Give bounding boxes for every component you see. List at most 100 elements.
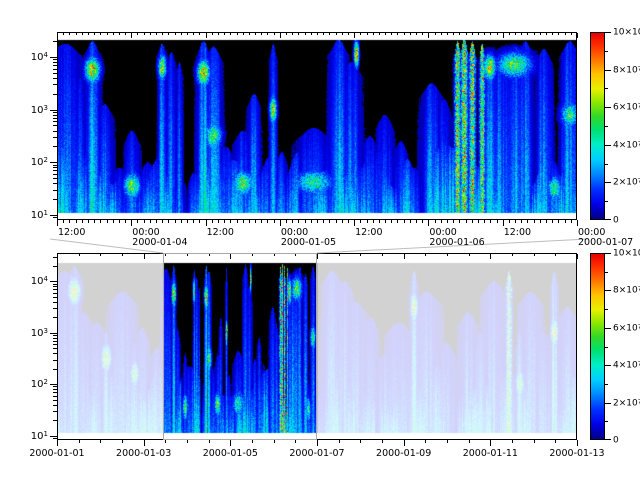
x-minor-tick-inner [267,33,268,35]
colorbar-major-tick [605,145,611,146]
x-major-tick-inner [131,33,132,38]
x-minor-tick-inner [100,254,101,256]
x-minor-tick-inner [509,33,510,35]
x-minor-tick [255,220,256,223]
x-minor-tick-inner [243,33,244,35]
colorbar-tick-label: 0 [613,215,619,226]
x-minor-tick [336,220,337,223]
x-major-tick-inner [577,254,578,259]
x-minor-tick [63,220,64,223]
x-minor-tick [94,220,95,223]
x-minor-tick [490,220,491,223]
x-minor-tick-inner [555,254,556,256]
bottom-x-tick-label: 2000-01-03 [116,448,172,459]
colorbar-minor-tick [605,421,608,422]
bottom-panel-frame [57,253,577,440]
x-minor-tick-inner [150,33,151,35]
x-minor-tick-inner [558,33,559,35]
x-minor-tick [466,220,467,223]
x-minor-tick [459,220,460,223]
x-minor-tick [187,440,188,443]
colorbar-minor-tick [605,384,608,385]
x-minor-tick-inner [274,33,275,35]
x-minor-tick [88,220,89,223]
y-tick-exponent: 2 [43,378,48,386]
colorbar-minor-tick [605,164,608,165]
x-minor-tick-inner [317,33,318,35]
y-minor-tick [53,199,57,200]
colorbar-major-tick [605,219,611,220]
y-minor-tick [53,112,57,113]
x-major-tick [317,440,318,446]
x-minor-tick-inner [88,33,89,35]
x-minor-tick [317,220,318,223]
x-minor-tick-inner [292,33,293,35]
y-minor-tick [53,183,57,184]
x-minor-tick-inner [94,33,95,35]
y-minor-tick [53,392,57,393]
y-minor-tick [53,65,57,66]
colorbar-minor-tick [605,347,608,348]
y-minor-tick [53,73,57,74]
zoom-selection-rectangle[interactable] [163,253,317,440]
x-major-tick [144,440,145,446]
x-minor-tick-inner [339,254,340,256]
x-minor-tick-inner [199,33,200,35]
x-major-tick-inner [428,33,429,38]
y-major-tick [50,436,57,437]
x-minor-tick-inner [252,254,253,256]
y-minor-tick [53,131,57,132]
y-minor-tick [53,266,57,267]
bottom-colorbar [590,253,605,440]
x-major-tick-inner [206,33,207,38]
x-minor-tick-inner [249,33,250,35]
colorbar-minor-tick [605,51,608,52]
colorbar-tick-label: 8×107 [613,64,640,76]
x-minor-tick [237,220,238,223]
x-minor-tick-inner [286,33,287,35]
y-major-tick [50,215,57,216]
x-minor-tick [150,220,151,223]
x-major-tick-inner [503,33,504,38]
x-major-tick [428,220,429,226]
y-minor-tick [53,369,57,370]
bottom-spectrogram-canvas[interactable] [58,254,576,439]
x-minor-tick-inner [336,33,337,35]
x-minor-tick-inner [311,33,312,35]
top-x-tick-date-label: 2000-01-06 [429,237,485,248]
x-minor-tick-inner [237,33,238,35]
colorbar-minor-tick [605,88,608,89]
y-major-tick [50,333,57,334]
y-minor-tick [53,190,57,191]
x-minor-tick-inner [447,254,448,256]
colorbar-tick-label: 10×107 [613,27,640,38]
x-minor-tick [509,220,510,223]
colorbar-exponent: 7 [637,397,640,405]
x-minor-tick [527,220,528,223]
y-minor-tick [53,302,57,303]
x-minor-tick-inner [552,33,553,35]
top-x-tick-date-label: 2000-01-05 [280,237,337,248]
x-minor-tick [137,220,138,223]
y-minor-tick [53,174,57,175]
top-spectrogram-canvas[interactable] [58,33,576,219]
y-major-tick [50,110,57,111]
colorbar-minor-tick [605,272,608,273]
x-minor-tick-inner [404,33,405,35]
x-minor-tick [252,440,253,443]
y-tick-label: 102 [30,156,48,168]
y-tick-exponent: 1 [43,209,48,217]
x-minor-tick [404,220,405,223]
x-minor-tick [107,220,108,223]
colorbar-tick-label: 4×107 [613,139,640,151]
y-tick-exponent: 4 [43,51,48,59]
x-minor-tick [243,220,244,223]
colorbar-major-tick [605,439,611,440]
x-major-tick-inner [230,254,231,259]
x-major-tick [57,440,58,446]
y-minor-tick [53,317,57,318]
bottom-x-tick-label: 2000-01-09 [376,448,432,459]
top-panel-frame [57,32,577,220]
y-major-tick [50,384,57,385]
x-major-tick-inner [490,254,491,259]
